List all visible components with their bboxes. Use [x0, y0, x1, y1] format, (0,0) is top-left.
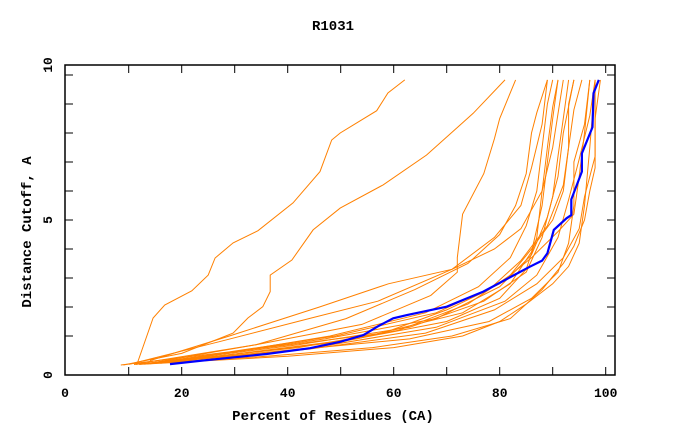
model-series-line-8 — [171, 79, 554, 363]
model-series-line-0 — [136, 79, 406, 366]
model-series-line-9 — [144, 79, 596, 365]
model-series-line-14 — [149, 79, 548, 362]
model-series-line-15 — [128, 79, 564, 365]
y-tick-label: 5 — [41, 216, 56, 224]
model-series-line-17 — [139, 79, 596, 365]
x-tick-label: 0 — [61, 386, 69, 401]
model-series-line-10 — [155, 79, 559, 364]
series-layer — [120, 79, 601, 366]
model-series-line-18 — [149, 79, 601, 365]
x-tick-label: 80 — [492, 386, 508, 401]
model-series-line-1 — [123, 79, 506, 366]
highlight-series-line — [169, 79, 600, 366]
model-series-line-2 — [139, 79, 583, 365]
y-axis-label: Distance Cutoff, A — [20, 156, 36, 308]
y-tick-label: 10 — [41, 57, 56, 73]
model-series-line-5 — [139, 79, 591, 365]
axes-layer: 0 20 40 60 80 100 0 5 10 — [41, 57, 618, 401]
x-tick-label: 20 — [174, 386, 190, 401]
model-series-line-4 — [149, 79, 575, 365]
x-tick-label: 40 — [280, 386, 296, 401]
x-tick-label: 60 — [386, 386, 402, 401]
model-series-line-11 — [139, 79, 575, 365]
chart-title: R1031 — [312, 19, 354, 35]
model-series-line-16 — [144, 79, 517, 365]
model-series-line-7 — [133, 79, 596, 365]
x-tick-label: 100 — [594, 386, 618, 401]
y-tick-label: 0 — [41, 371, 56, 379]
model-series-line-12 — [120, 79, 591, 366]
x-axis-label: Percent of Residues (CA) — [232, 409, 434, 425]
model-series-line-13 — [133, 79, 548, 365]
